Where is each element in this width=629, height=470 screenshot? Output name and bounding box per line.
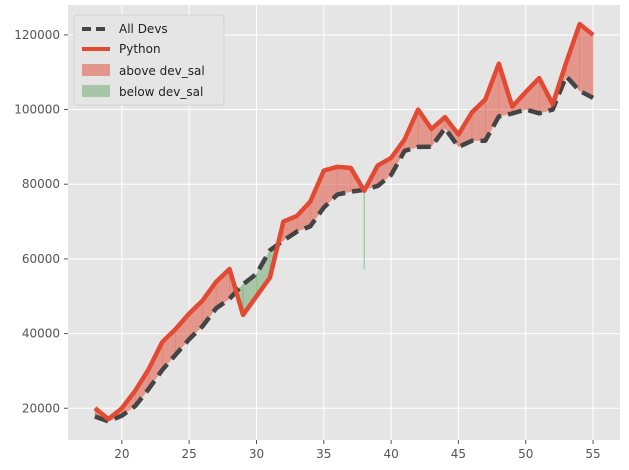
y-tick-label: 40000 bbox=[22, 327, 60, 341]
x-tick-label: 50 bbox=[518, 447, 533, 461]
x-tick-label: 45 bbox=[451, 447, 466, 461]
x-tick-label: 55 bbox=[585, 447, 600, 461]
x-axis: 20 25 30 35 40 45 50 55 bbox=[114, 440, 601, 461]
legend: All Devs Python above dev_sal below dev_… bbox=[73, 14, 225, 106]
y-tick-label: 120000 bbox=[14, 28, 60, 42]
y-tick-label: 20000 bbox=[22, 401, 60, 415]
legend-label-all-devs: All Devs bbox=[119, 22, 168, 36]
legend-label-above: above dev_sal bbox=[119, 64, 205, 78]
legend-swatch-below bbox=[82, 85, 110, 97]
series-lines bbox=[93, 21, 595, 424]
series-line-all-devs bbox=[94, 73, 595, 424]
x-tick-label: 25 bbox=[182, 447, 197, 461]
legend-swatch-above bbox=[82, 64, 110, 76]
x-tick-label: 30 bbox=[249, 447, 264, 461]
legend-box bbox=[73, 14, 225, 106]
legend-label-python: Python bbox=[119, 42, 161, 56]
legend-label-below: below dev_sal bbox=[119, 85, 203, 99]
series-line-python bbox=[93, 21, 595, 422]
y-axis: 20000 40000 60000 80000 100000 120000 bbox=[14, 28, 68, 415]
x-tick-label: 40 bbox=[383, 447, 398, 461]
x-tick-label: 20 bbox=[114, 447, 129, 461]
y-tick-label: 80000 bbox=[22, 177, 60, 191]
fill-above-segment bbox=[337, 166, 351, 195]
y-tick-label: 100000 bbox=[14, 103, 60, 117]
y-tick-label: 60000 bbox=[22, 252, 60, 266]
x-tick-label: 35 bbox=[316, 447, 331, 461]
